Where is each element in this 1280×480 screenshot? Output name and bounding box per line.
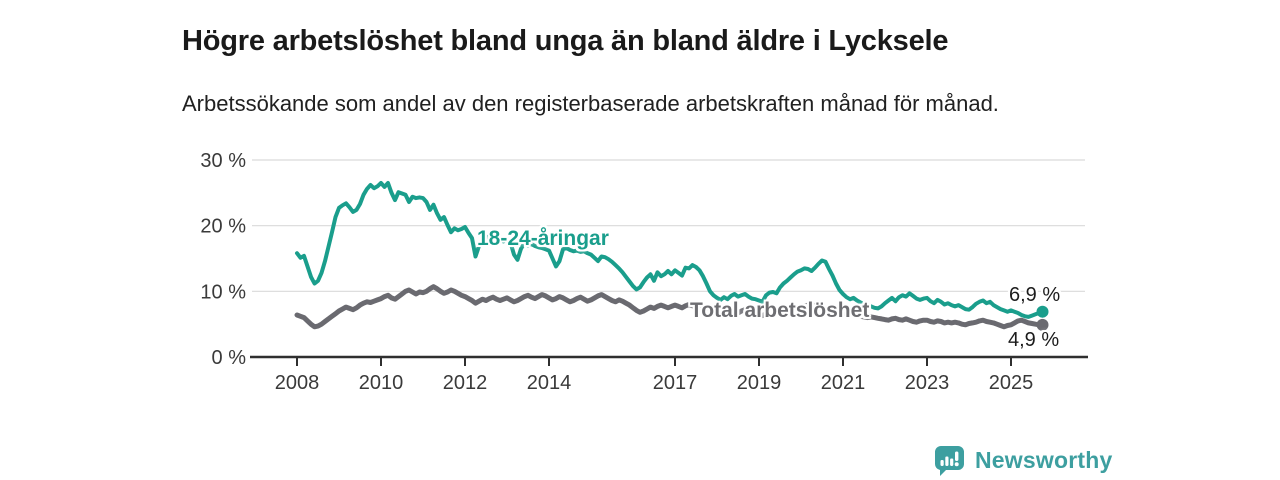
x-tick-label: 2010 bbox=[359, 372, 404, 394]
end-dot-young bbox=[1036, 305, 1049, 318]
brand-name: Newsworthy bbox=[975, 447, 1113, 473]
x-tick-label: 2023 bbox=[905, 372, 950, 394]
x-tick-label: 2019 bbox=[737, 372, 782, 394]
end-dot-total bbox=[1036, 318, 1049, 331]
y-tick-label: 20 % bbox=[200, 216, 246, 238]
end-value-young: 6,9 % bbox=[1009, 284, 1061, 306]
bar-chart-speech-bubble-icon bbox=[934, 446, 964, 476]
line-series-total bbox=[294, 284, 1045, 330]
end-value-total: 4,9 % bbox=[1008, 329, 1060, 351]
y-tick-label: 30 % bbox=[200, 150, 246, 172]
line-series-young bbox=[295, 181, 1045, 319]
newsworthy-logo: Newsworthy bbox=[933, 444, 1112, 477]
x-tick-label: 2025 bbox=[989, 372, 1034, 394]
x-tick-label: 2014 bbox=[527, 372, 572, 394]
chart-subtitle: Arbetssökande som andel av den registerb… bbox=[182, 91, 999, 116]
y-tick-label: 0 % bbox=[212, 347, 247, 369]
x-tick-label: 2008 bbox=[275, 372, 320, 394]
chart-title: Högre arbetslöshet bland unga än bland ä… bbox=[182, 25, 949, 58]
x-tick-label: 2021 bbox=[821, 372, 866, 394]
series-label-young: 18-24-åringar bbox=[477, 227, 609, 250]
y-tick-label: 10 % bbox=[200, 281, 246, 303]
x-tick-label: 2017 bbox=[653, 372, 698, 394]
series-label-total: Total arbetslöshet bbox=[690, 299, 870, 322]
x-tick-label: 2012 bbox=[443, 372, 488, 394]
